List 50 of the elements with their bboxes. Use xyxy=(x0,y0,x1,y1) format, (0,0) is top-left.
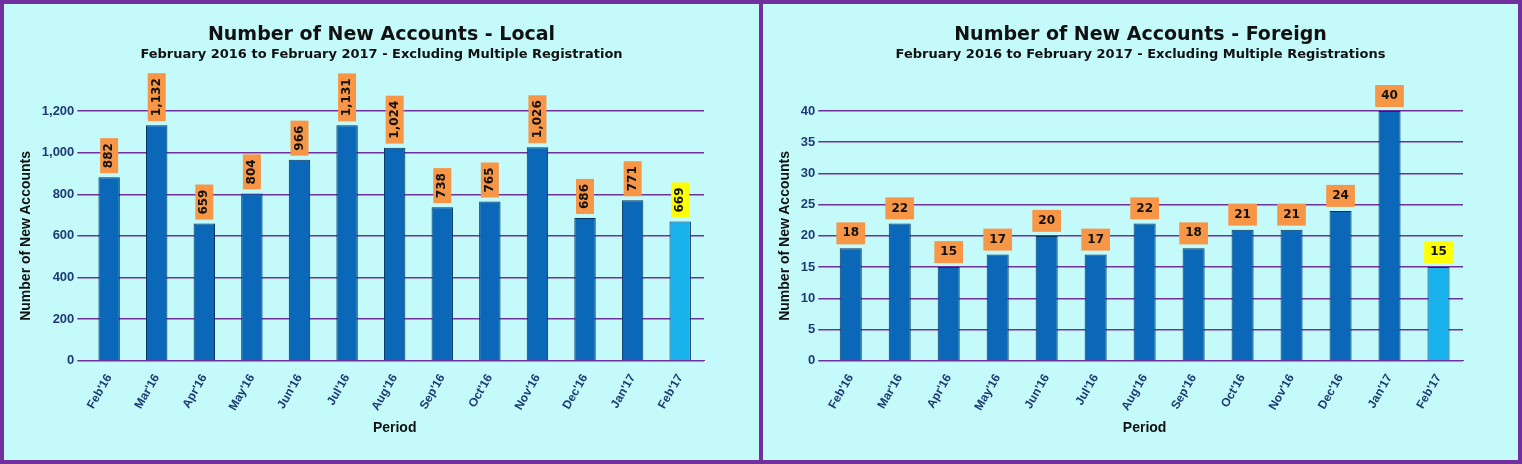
y-tick-label: 25 xyxy=(800,196,816,212)
y-tick-label: 5 xyxy=(808,321,816,337)
data-label: 765 xyxy=(481,167,496,193)
chart-subtitle: February 2016 to February 2017 - Excluding Multiple Registrations xyxy=(894,45,1387,61)
y-tick-label: 30 xyxy=(800,165,816,181)
data-label: 15 xyxy=(940,244,958,259)
y-tick-label: 400 xyxy=(52,269,75,285)
data-label: 659 xyxy=(196,189,211,215)
y-tick-label: 200 xyxy=(52,310,75,326)
data-label: 1,026 xyxy=(529,100,544,139)
data-label: 24 xyxy=(1332,188,1349,203)
y-tick-label: 15 xyxy=(800,258,816,274)
y-tick-label: 0 xyxy=(808,352,816,368)
y-tick-label: 0 xyxy=(67,352,75,368)
chart-subtitle: February 2016 to February 2017 - Excluding Multiple Registration xyxy=(139,45,624,61)
data-label: 21 xyxy=(1283,206,1300,221)
data-label: 15 xyxy=(1430,244,1447,259)
data-label: 966 xyxy=(291,125,306,151)
data-label: 804 xyxy=(244,159,259,185)
data-label: 669 xyxy=(672,187,687,213)
data-label: 22 xyxy=(1136,200,1153,215)
data-label: 40 xyxy=(1381,88,1398,103)
x-axis-title: Period xyxy=(1122,419,1167,436)
y-tick-label: 1,200 xyxy=(41,102,75,118)
x-axis-title: Period xyxy=(372,419,417,436)
data-label: 21 xyxy=(1234,206,1251,221)
data-label: 18 xyxy=(842,225,860,240)
data-label: 17 xyxy=(1087,231,1104,246)
data-label: 771 xyxy=(624,166,639,192)
chart-title: Number of New Accounts - Local xyxy=(206,21,557,44)
y-tick-label: 10 xyxy=(800,289,816,305)
data-label: 17 xyxy=(989,231,1007,246)
data-label: 738 xyxy=(434,173,449,199)
data-label: 1,132 xyxy=(148,78,163,117)
data-label: 686 xyxy=(577,183,592,209)
data-label: 1,131 xyxy=(339,78,354,117)
data-label: 1,024 xyxy=(386,100,401,139)
chart-title: Number of New Accounts - Foreign xyxy=(953,21,1328,44)
data-label: 882 xyxy=(101,143,116,169)
data-label: 22 xyxy=(891,200,909,215)
y-tick-label: 40 xyxy=(800,102,816,118)
y-tick-label: 1,000 xyxy=(41,144,75,160)
y-tick-label: 800 xyxy=(52,185,75,201)
y-tick-label: 20 xyxy=(800,227,816,243)
data-label: 18 xyxy=(1185,225,1202,240)
y-axis-title: Number of New Accounts xyxy=(776,150,793,321)
y-tick-label: 35 xyxy=(800,133,816,149)
y-tick-label: 600 xyxy=(52,227,75,243)
data-label: 20 xyxy=(1038,213,1056,227)
y-axis-title: Number of New Accounts xyxy=(17,150,34,321)
